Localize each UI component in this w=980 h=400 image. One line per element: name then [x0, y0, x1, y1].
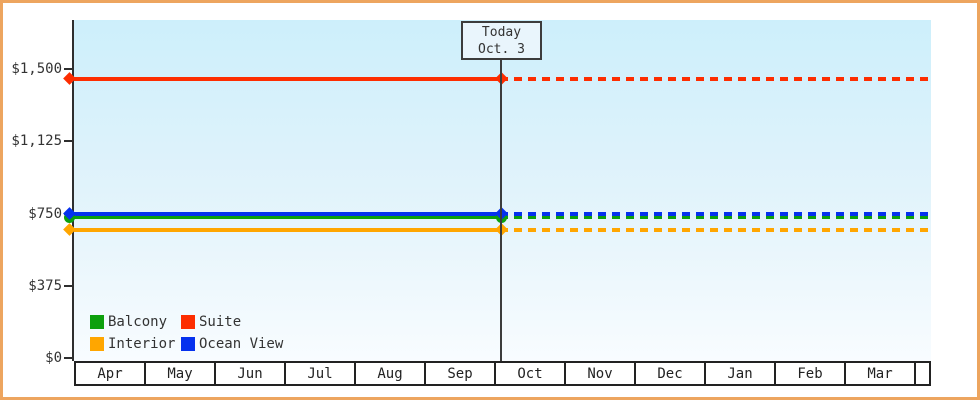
y-axis-tick-label: $750	[28, 205, 62, 222]
y-axis-tick-label: $375	[28, 277, 62, 294]
x-axis-month-cell: Dec	[636, 363, 706, 384]
x-axis-month-cell: Jun	[216, 363, 286, 384]
price-line-projection-interior	[500, 227, 931, 232]
price-line-suite	[74, 76, 500, 81]
balcony-swatch-icon	[90, 315, 104, 329]
x-axis-month-cell: Aug	[356, 363, 426, 384]
today-label: Today	[481, 24, 522, 40]
x-axis-month-cell: Apr	[76, 363, 146, 384]
legend-item-interior: Interior	[90, 337, 175, 351]
y-axis-tick	[64, 357, 72, 359]
y-axis-line	[72, 20, 74, 361]
price-line-projection-balcony	[500, 215, 931, 220]
x-axis-month-cell: Mar	[846, 363, 916, 384]
y-axis-tick-label: $0	[45, 350, 62, 366]
x-axis-month-row: Apr May Jun Jul Aug Sep Oct Nov Dec Jan Feb Mar	[74, 361, 931, 386]
plot-area	[74, 20, 931, 361]
y-axis-tick	[64, 284, 72, 287]
interior-swatch-icon	[90, 337, 104, 351]
x-axis-month-cell: Jan	[706, 363, 776, 384]
legend-item-suite: Suite	[181, 315, 241, 329]
y-axis-tick	[64, 140, 72, 143]
price-line-projection-suite	[500, 76, 931, 81]
legend-item-ocean-view: Ocean View	[181, 337, 283, 351]
ocean-view-swatch-icon	[181, 337, 195, 351]
legend-label-ocean-view: Ocean View	[199, 336, 284, 352]
x-axis-month-cell: Sep	[426, 363, 496, 384]
x-axis-month-cell: Jul	[286, 363, 356, 384]
legend-item-balcony: Balcony	[90, 315, 167, 329]
y-axis-tick-label: $1,500	[11, 61, 62, 77]
x-axis-month-cell: Feb	[776, 363, 846, 384]
price-line-balcony	[74, 215, 500, 220]
today-vertical-line	[500, 58, 502, 361]
x-axis-empty-cell	[916, 363, 929, 384]
today-callout: Today Oct. 3	[461, 21, 542, 60]
price-line-interior	[74, 227, 500, 232]
price-line-ocean-view	[74, 211, 500, 216]
suite-swatch-icon	[181, 315, 195, 329]
x-axis-month-cell: May	[146, 363, 216, 384]
legend-label-interior: Interior	[108, 336, 176, 352]
x-axis-month-cell: Oct	[496, 363, 566, 384]
price-line-projection-ocean-view	[500, 211, 931, 216]
today-date: Oct. 3	[478, 41, 525, 57]
y-axis-tick-label: $1,125	[11, 133, 62, 150]
legend-label-suite: Suite	[199, 314, 242, 330]
y-axis-tick	[64, 68, 72, 70]
legend-label-balcony: Balcony	[108, 314, 168, 330]
x-axis-month-cell: Nov	[566, 363, 636, 384]
